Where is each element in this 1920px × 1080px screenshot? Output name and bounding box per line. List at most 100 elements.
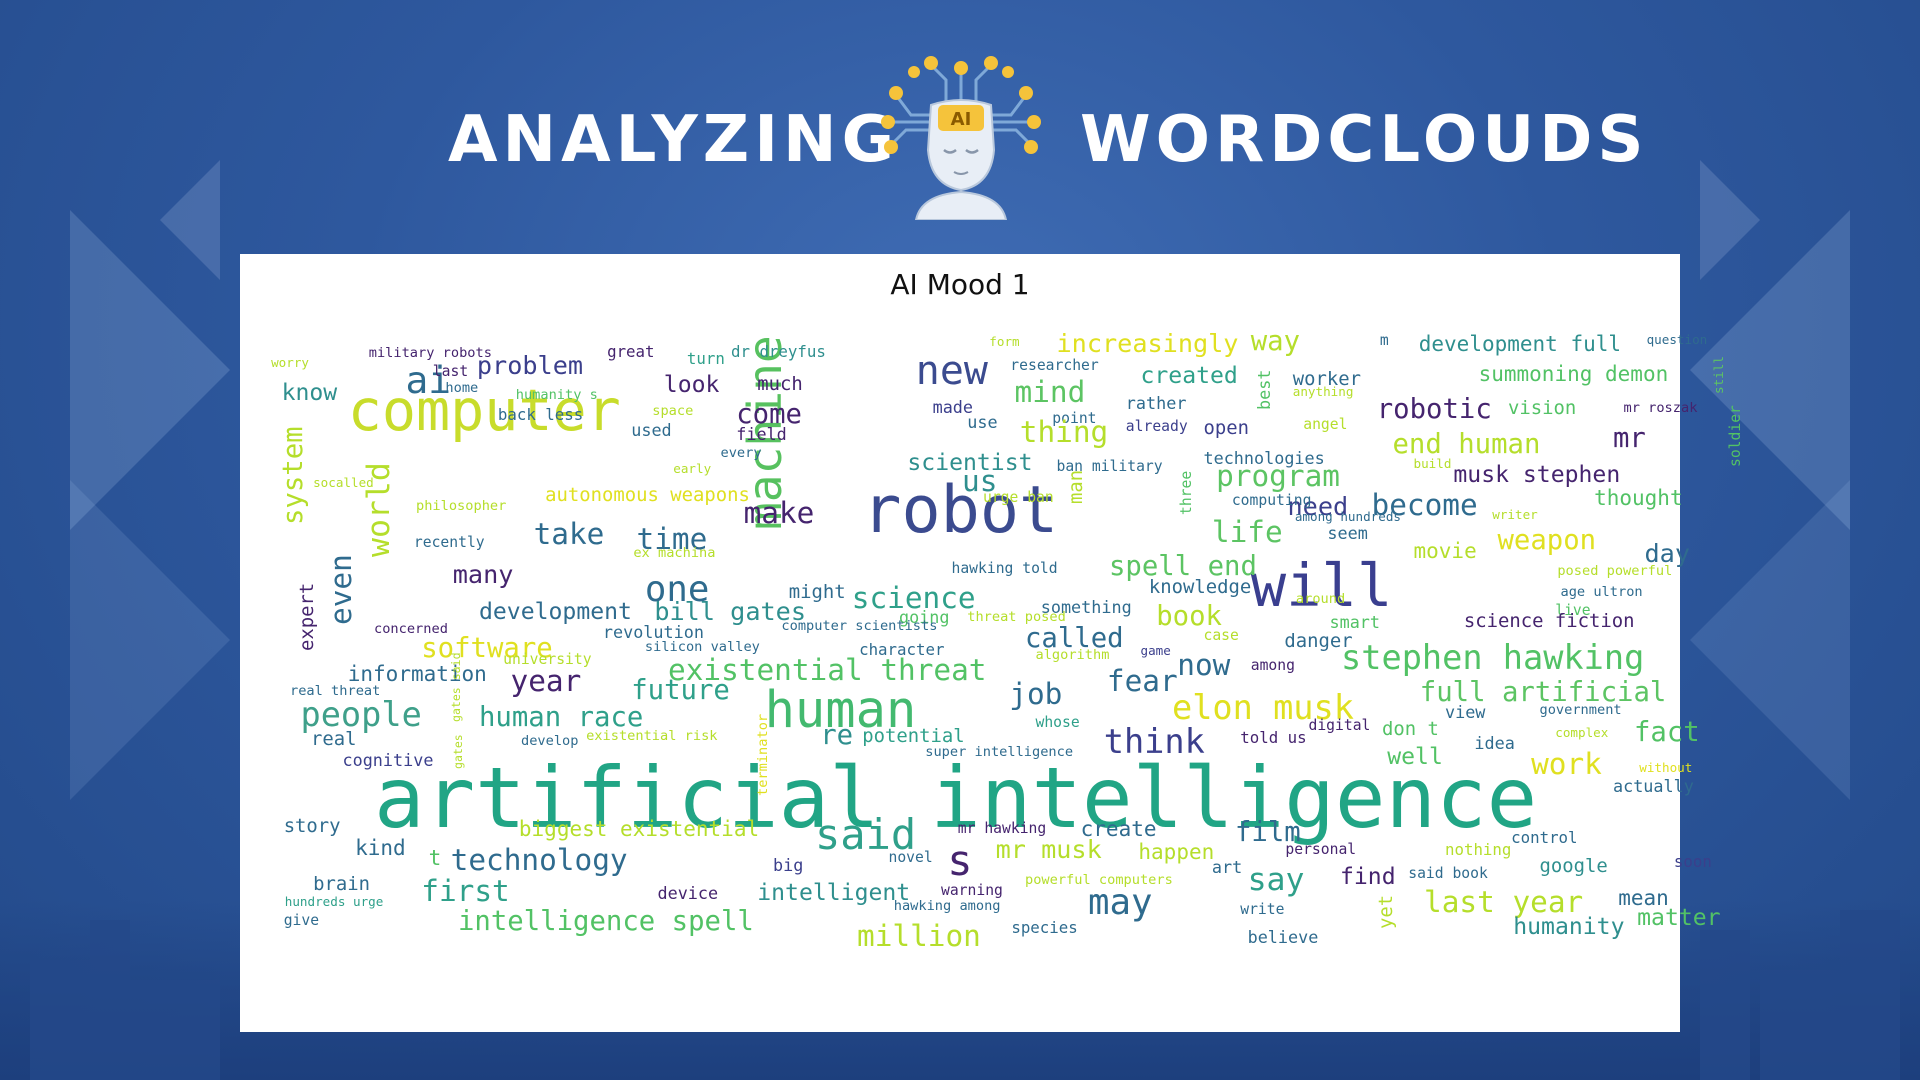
wordcloud-word: well [1387,743,1443,770]
wordcloud-word: actually [1613,776,1694,797]
background-triangle [70,210,230,530]
wordcloud-word: used [631,420,672,441]
wordcloud-word: species [1011,917,1078,937]
wordcloud-word: need [1287,491,1349,521]
wordcloud-word: re [820,720,854,752]
wordcloud-word: ex machina [633,545,716,562]
wordcloud-word: said [815,809,917,859]
wordcloud-word: many [452,559,514,589]
wordcloud-word: vision [1508,397,1577,419]
wordcloud-word: people [300,695,422,735]
wordcloud-word: human [764,679,917,739]
wordcloud-word: software [421,633,553,665]
background-triangle [1700,160,1760,280]
background-triangle [70,480,230,800]
wordcloud-word: biggest existential [518,817,760,841]
wordcloud-word: mr [1613,423,1646,455]
wordcloud-word: mean [1618,886,1669,911]
wordcloud-word: musk stephen [1453,462,1621,489]
wordcloud-word: soldier [1726,405,1744,468]
wordcloud-word: m [1379,331,1389,349]
wordcloud-word: art [1211,856,1243,877]
wordcloud-word: happen [1138,840,1215,865]
logo-text: AI [951,109,972,130]
wordcloud-word: big [773,854,804,875]
wordcloud-word: look [663,371,720,398]
wordcloud-word: day [1644,538,1691,568]
wordcloud-word: system [277,426,309,525]
wordcloud-word: socalled [313,474,374,490]
wordcloud-word: work [1531,746,1602,781]
wordcloud-word: hundreds urge [284,893,384,909]
wordcloud-word: development full [1418,331,1622,356]
wordcloud-word: novel [888,848,933,866]
wordcloud: artificial intelligence robot will computer… [240,254,1743,1032]
wordcloud-word: time [636,522,708,556]
background-triangle [1690,480,1850,800]
wordcloud-word: live [1555,601,1591,619]
wordcloud-word: every [720,445,762,462]
wordcloud-word: silicon valley [644,638,760,655]
wordcloud-word: mr hawking [957,820,1047,838]
wordcloud-word: problem [476,350,584,380]
wordcloud-word: autonomous weapons [545,484,750,507]
wordcloud-word: summoning demon [1478,362,1669,387]
wordcloud-word: age ultron [1560,583,1643,600]
wordcloud-word: hawking among [893,897,1001,914]
wordcloud-word: best [1254,369,1274,410]
wordcloud-word: humanity s [515,386,598,403]
wordcloud-word: intelligence spell [458,906,754,938]
wordcloud-word: smart [1329,612,1381,633]
wordcloud-word: point [1052,409,1097,427]
wordcloud-word: human race [479,701,644,733]
wordcloud-word: much [757,372,803,395]
wordcloud-word: will [1250,550,1393,620]
wordcloud-word: write [1240,901,1285,918]
wordcloud-word: university [503,651,592,669]
background-triangle [160,160,220,280]
wordcloud-word: mr musk [995,834,1102,864]
wordcloud-word: first [421,873,510,908]
wordcloud-word: increasingly [1056,328,1239,358]
wordcloud-word: posed powerful [1557,562,1673,579]
wordcloud-word: case [1203,626,1239,644]
wordcloud-word: build [1413,455,1452,471]
wordcloud-word: home [445,380,479,397]
wordcloud-word: great [607,342,655,362]
wordcloud-word: urge ban [983,489,1054,507]
wordcloud-word: whose [1035,714,1080,732]
wordcloud-word: angel [1303,415,1348,433]
wordcloud-word: ban military [1056,457,1163,475]
wordcloud-word: gates [450,733,465,769]
wordcloud-word: knowledge [1148,575,1252,598]
wordcloud-word: revolution [602,621,704,642]
wordcloud-word: fact [1634,717,1700,749]
wordcloud-word: existential risk [586,727,718,744]
wordcloud-word: thing [1019,414,1109,449]
wordcloud-word: s [947,836,973,885]
wordcloud-word: early [673,461,712,477]
wordcloud-word: already [1125,418,1188,435]
robot-head-circuit-icon: AI [881,56,1041,220]
wordcloud-word: full artificial [1419,677,1667,709]
wordcloud-word: program [1216,459,1340,493]
wordcloud-word: computing [1231,491,1312,509]
wordcloud-word: robotic [1376,393,1492,425]
wordcloud-word: said book [1408,865,1488,883]
wordcloud-word: told us [1240,727,1307,747]
wordcloud-word: digital [1308,717,1371,735]
wordcloud-word: going [899,607,950,627]
wordcloud-word: potential [862,724,965,747]
wordcloud-word: open [1203,416,1250,439]
wordcloud-word: t [428,846,442,871]
wordcloud-word: believe [1247,927,1319,948]
wordcloud-word: don t [1382,718,1439,741]
wordcloud-word: around [1295,591,1346,608]
wordcloud-word: year [510,663,582,698]
wordcloud-word: called [1025,622,1124,654]
wordcloud-word: use [967,411,998,432]
wordcloud-word: technology [450,843,628,878]
wordcloud-word: cognitive [342,749,434,770]
wordcloud-word: create [1080,817,1157,841]
background-triangle [1690,210,1850,530]
